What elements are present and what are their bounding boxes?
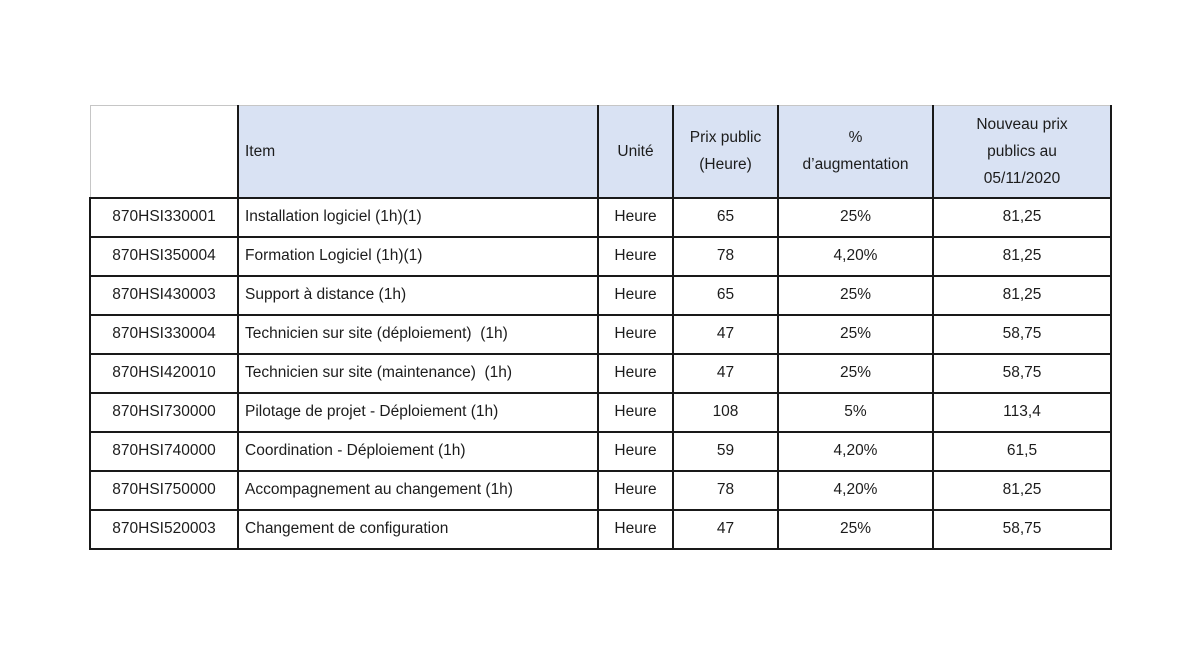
header-prix-public: Prix public (Heure): [672, 105, 779, 199]
cell-unit: Heure: [597, 430, 674, 472]
cell-unit: Heure: [597, 352, 674, 394]
cell-item-label: Technicien sur site (maintenance) (1h): [237, 352, 599, 394]
cell-item-label: Accompagnement au changement (1h): [237, 469, 599, 511]
table-row: 870HSI330004 Technicien sur site (déploi…: [89, 313, 1112, 355]
cell-unit: Heure: [597, 235, 674, 277]
table-row: 870HSI420010 Technicien sur site (mainte…: [89, 352, 1112, 394]
cell-article-code: 870HSI330001: [89, 196, 239, 238]
cell-public-price: 65: [672, 274, 779, 316]
cell-unit: Heure: [597, 391, 674, 433]
cell-article-code: 870HSI350004: [89, 235, 239, 277]
table-row: 870HSI730000 Pilotage de projet - Déploi…: [89, 391, 1112, 433]
cell-increase-pct: 4,20%: [777, 235, 934, 277]
cell-public-price: 78: [672, 469, 779, 511]
cell-increase-pct: 25%: [777, 196, 934, 238]
cell-new-price: 81,25: [932, 274, 1112, 316]
cell-new-price: 58,75: [932, 313, 1112, 355]
cell-increase-pct: 25%: [777, 313, 934, 355]
cell-public-price: 65: [672, 196, 779, 238]
pricing-table: Item Unité Prix public (Heure) % d’augme…: [89, 105, 1112, 550]
cell-article-code: 870HSI330004: [89, 313, 239, 355]
cell-increase-pct: 25%: [777, 274, 934, 316]
cell-article-code: 870HSI740000: [89, 430, 239, 472]
cell-unit: Heure: [597, 469, 674, 511]
cell-public-price: 59: [672, 430, 779, 472]
header-pct-augmentation: % d’augmentation: [777, 105, 934, 199]
cell-public-price: 47: [672, 313, 779, 355]
header-item: Item: [237, 105, 599, 199]
cell-item-label: Changement de configuration: [237, 508, 599, 550]
cell-item-label: Support à distance (1h): [237, 274, 599, 316]
table-row: 870HSI520003 Changement de configuration…: [89, 508, 1112, 550]
cell-new-price: 113,4: [932, 391, 1112, 433]
cell-new-price: 81,25: [932, 469, 1112, 511]
cell-new-price: 81,25: [932, 235, 1112, 277]
cell-public-price: 108: [672, 391, 779, 433]
cell-increase-pct: 25%: [777, 352, 934, 394]
cell-public-price: 47: [672, 508, 779, 550]
cell-new-price: 58,75: [932, 352, 1112, 394]
cell-unit: Heure: [597, 508, 674, 550]
cell-increase-pct: 25%: [777, 508, 934, 550]
cell-public-price: 47: [672, 352, 779, 394]
header-row: Item Unité Prix public (Heure) % d’augme…: [89, 105, 1112, 199]
cell-unit: Heure: [597, 196, 674, 238]
header-unit: Unité: [597, 105, 674, 199]
cell-increase-pct: 5%: [777, 391, 934, 433]
cell-new-price: 61,5: [932, 430, 1112, 472]
cell-item-label: Installation logiciel (1h)(1): [237, 196, 599, 238]
table-row: 870HSI750000 Accompagnement au changemen…: [89, 469, 1112, 511]
cell-article-code: 870HSI430003: [89, 274, 239, 316]
cell-unit: Heure: [597, 274, 674, 316]
table-row: 870HSI430003 Support à distance (1h) Heu…: [89, 274, 1112, 316]
cell-increase-pct: 4,20%: [777, 430, 934, 472]
pricing-table-container: Item Unité Prix public (Heure) % d’augme…: [89, 105, 1112, 550]
cell-increase-pct: 4,20%: [777, 469, 934, 511]
cell-item-label: Technicien sur site (déploiement) (1h): [237, 313, 599, 355]
table-row: 870HSI740000 Coordination - Déploiement …: [89, 430, 1112, 472]
cell-public-price: 78: [672, 235, 779, 277]
cell-item-label: Coordination - Déploiement (1h): [237, 430, 599, 472]
table-row: 870HSI330001 Installation logiciel (1h)(…: [89, 196, 1112, 238]
header-nouveau-prix: Nouveau prix publics au 05/11/2020: [932, 105, 1112, 199]
cell-unit: Heure: [597, 313, 674, 355]
cell-item-label: Pilotage de projet - Déploiement (1h): [237, 391, 599, 433]
cell-article-code: 870HSI730000: [89, 391, 239, 433]
header-code-blank: [89, 105, 239, 199]
cell-article-code: 870HSI420010: [89, 352, 239, 394]
cell-item-label: Formation Logiciel (1h)(1): [237, 235, 599, 277]
cell-new-price: 81,25: [932, 196, 1112, 238]
cell-article-code: 870HSI520003: [89, 508, 239, 550]
table-body: 870HSI330001 Installation logiciel (1h)(…: [89, 196, 1112, 550]
cell-new-price: 58,75: [932, 508, 1112, 550]
table-row: 870HSI350004 Formation Logiciel (1h)(1) …: [89, 235, 1112, 277]
cell-article-code: 870HSI750000: [89, 469, 239, 511]
